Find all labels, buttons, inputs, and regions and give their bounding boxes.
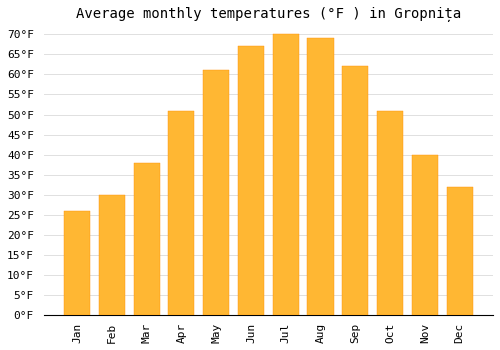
Bar: [308, 38, 334, 315]
Title: Average monthly temperatures (°F ) in Gropnița: Average monthly temperatures (°F ) in Gr…: [76, 7, 461, 22]
Bar: [134, 163, 160, 315]
Bar: [168, 111, 194, 315]
Bar: [64, 211, 90, 315]
Bar: [203, 70, 229, 315]
Bar: [238, 46, 264, 315]
Bar: [99, 195, 125, 315]
Bar: [446, 187, 472, 315]
Bar: [377, 111, 403, 315]
Bar: [342, 66, 368, 315]
Bar: [272, 34, 299, 315]
Bar: [412, 155, 438, 315]
